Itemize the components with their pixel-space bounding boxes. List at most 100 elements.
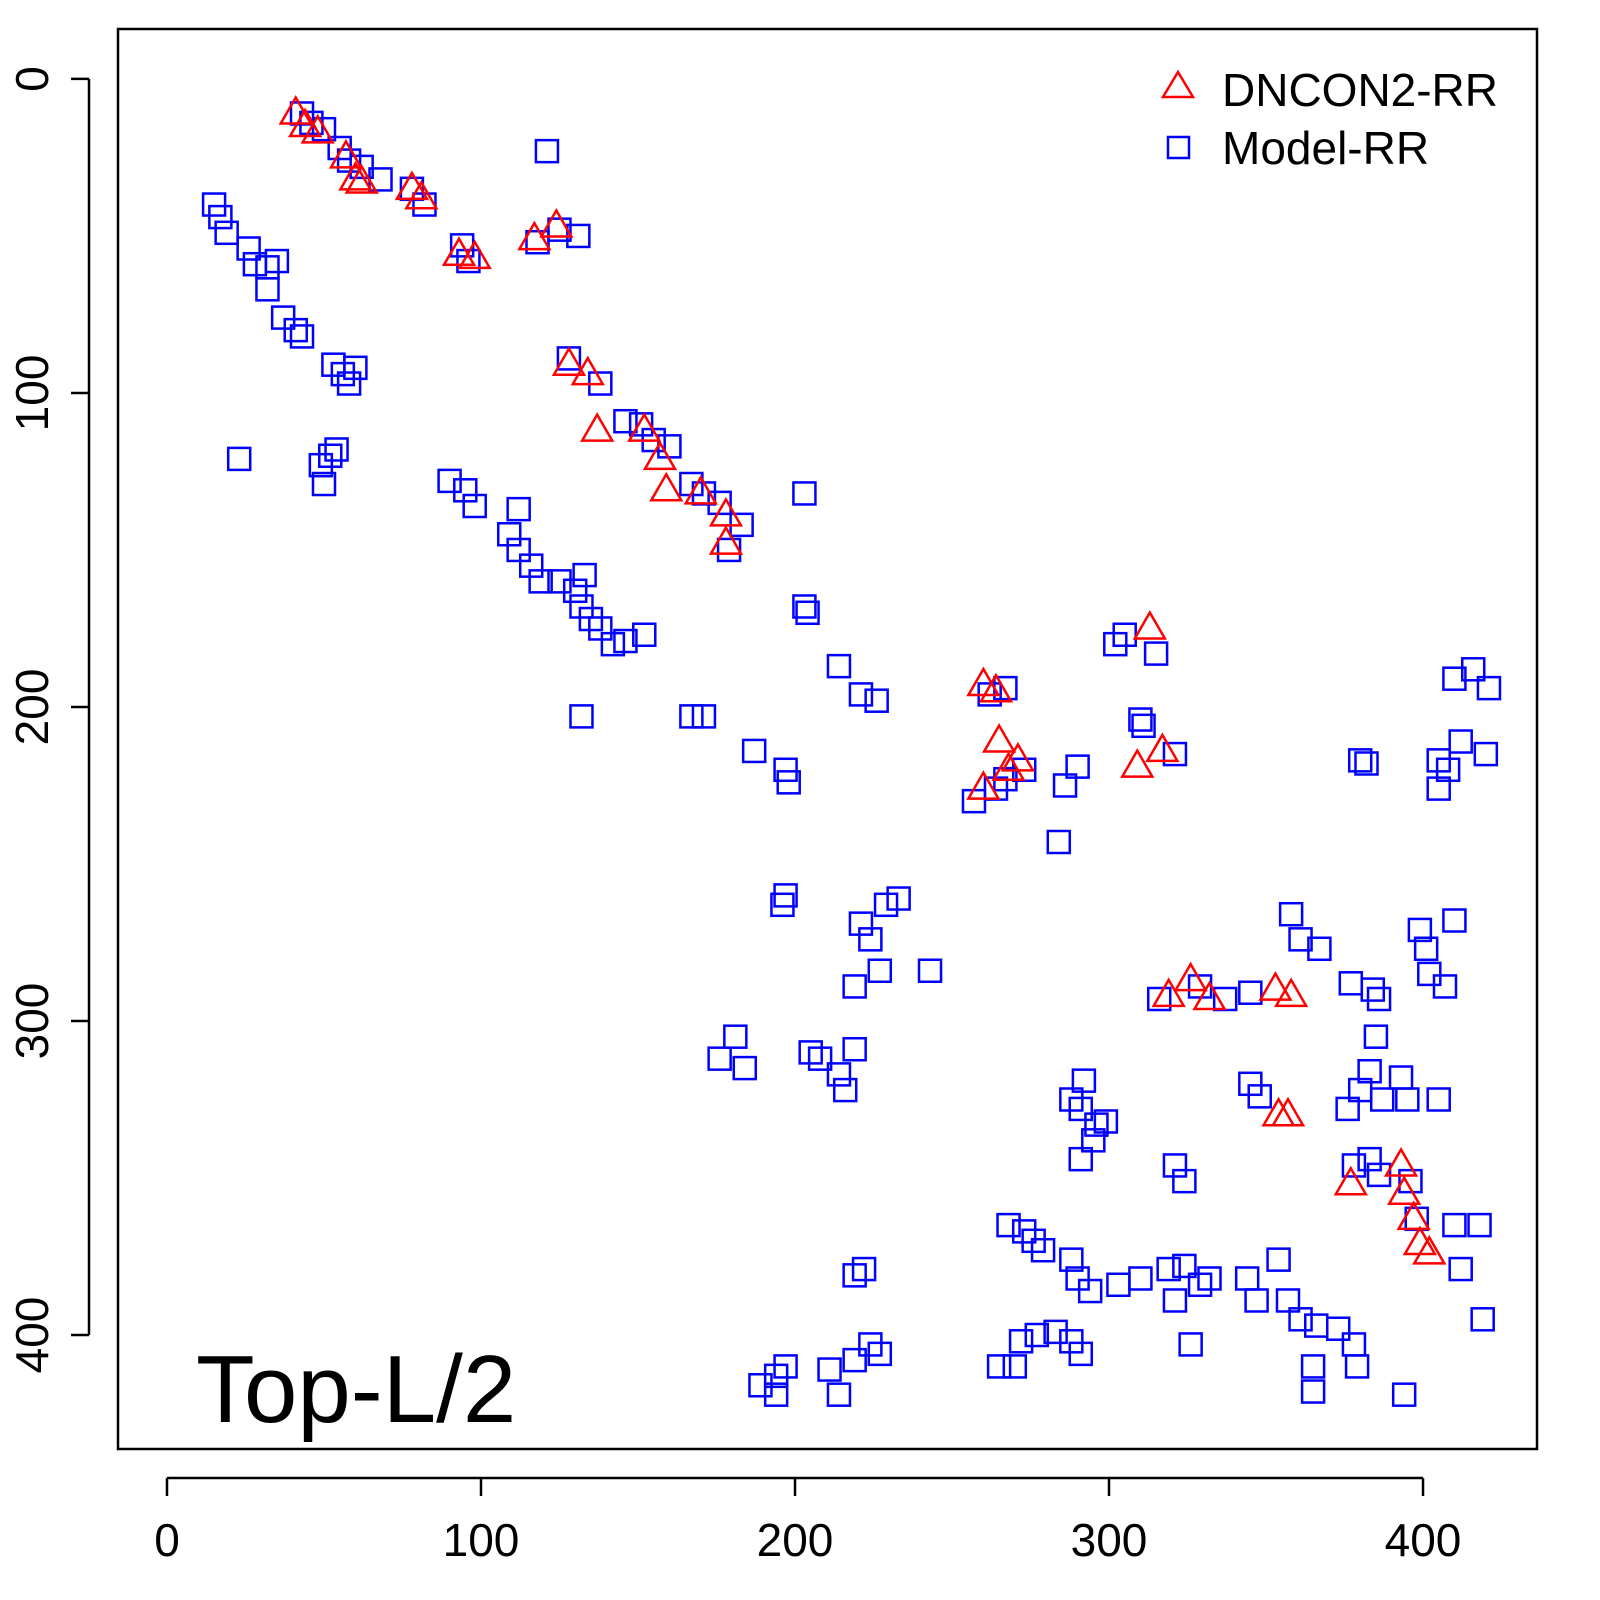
model-rr-point — [1275, 1288, 1301, 1313]
model-rr-point — [1363, 1024, 1389, 1049]
x-tick-label: 300 — [1071, 1514, 1148, 1566]
model-rr-point — [826, 1382, 852, 1407]
model-rr-point — [1084, 1112, 1109, 1137]
model-rr-point — [1143, 641, 1169, 666]
dncon2-rr-point — [1387, 1175, 1422, 1205]
model-rr-point — [336, 148, 362, 173]
model-rr-point — [547, 569, 572, 594]
legend-label-model: Model-RR — [1222, 122, 1429, 174]
model-rr-point — [1065, 1266, 1090, 1291]
model-rr-point — [826, 1062, 852, 1087]
model-rr-point — [741, 738, 767, 764]
model-rr-point — [289, 324, 315, 349]
model-rr-point — [1021, 1228, 1046, 1254]
model-rr-point — [1077, 1278, 1103, 1304]
model-rr-point — [1103, 631, 1128, 657]
model-rr-point — [1059, 1087, 1084, 1112]
model-rr-point — [864, 688, 889, 713]
model-rr-point — [588, 616, 613, 641]
dncon2-rr-point — [642, 440, 678, 471]
model-rr-point — [691, 704, 717, 729]
dncon2-rr-point — [981, 723, 1017, 753]
dncon2-rr-point — [1270, 1096, 1306, 1127]
model-rr-point — [506, 496, 531, 522]
model-rr-point — [456, 248, 481, 274]
model-rr-point — [1325, 1316, 1351, 1341]
model-rr-point — [679, 704, 704, 729]
model-rr-point — [1002, 1354, 1028, 1379]
model-rr-point — [1197, 1266, 1222, 1291]
model-rr-point — [858, 927, 883, 952]
model-rr-point — [462, 493, 487, 519]
y-tick-label: 200 — [6, 669, 58, 746]
model-rr-point — [798, 1040, 823, 1065]
model-rr-point — [1071, 1068, 1097, 1093]
dncon2-rr-point — [570, 355, 605, 386]
model-rr-point — [1288, 1307, 1313, 1332]
model-rr-point — [1081, 1128, 1106, 1153]
model-rr-point — [867, 1341, 893, 1367]
model-rr-point — [1341, 1153, 1367, 1178]
model-rr-point — [226, 446, 252, 472]
x-tick-label: 200 — [757, 1514, 834, 1566]
model-rr-point — [795, 600, 820, 626]
model-rr-point — [1162, 741, 1188, 767]
model-rr-point — [324, 437, 349, 462]
x-tick-label: 0 — [154, 1514, 180, 1566]
plot-frame — [116, 27, 1539, 1451]
model-rr-point — [1354, 751, 1379, 776]
dncon2-rr-point — [1120, 748, 1155, 778]
annotation-top-l2: Top-L/2 — [196, 1336, 516, 1443]
model-rr-point — [437, 468, 462, 494]
model-rr-point — [1046, 829, 1072, 855]
model-rr-point — [497, 522, 522, 547]
model-rr-point — [547, 217, 572, 242]
legend: DNCON2-RR Model-RR — [1160, 64, 1498, 174]
model-rr-point — [1238, 980, 1263, 1005]
y-tick-label: 100 — [6, 355, 58, 432]
model-rr-point — [1461, 657, 1486, 682]
model-rr-point — [1128, 1266, 1153, 1291]
dncon2-rr-point — [278, 94, 313, 125]
model-rr-point — [1448, 1256, 1473, 1282]
model-rr-point — [1278, 901, 1304, 927]
model-rr-point — [1172, 1253, 1197, 1279]
model-rr-point — [1030, 1237, 1056, 1263]
model-rr-point — [773, 757, 798, 783]
dncon2-rr-point — [457, 239, 492, 270]
model-rr-point — [707, 1046, 732, 1071]
model-rr-point — [1024, 1322, 1050, 1348]
model-rr-point — [792, 594, 817, 619]
dncon2-rr-point — [1412, 1234, 1447, 1265]
model-rr-point — [773, 883, 798, 908]
dncon2-rr-point — [551, 346, 587, 376]
model-rr-point — [986, 1354, 1012, 1379]
y-tick-label: 300 — [6, 983, 58, 1060]
model-rr-point — [1395, 1087, 1420, 1112]
model-rr-point — [773, 1354, 798, 1379]
model-rr-point — [770, 892, 795, 918]
model-rr-point — [832, 1077, 858, 1103]
model-rr-point — [318, 443, 343, 469]
model-rr-point — [886, 886, 911, 911]
model-rr-point — [1347, 748, 1373, 773]
model-rr-point — [1162, 1153, 1188, 1178]
model-rr-point — [716, 537, 742, 563]
model-rr-point — [1426, 748, 1451, 773]
model-rr-point — [236, 236, 261, 261]
model-rr-point — [453, 478, 478, 503]
dncon2-rr-point — [991, 751, 1026, 782]
dncon2-rr-point — [1000, 741, 1036, 772]
model-rr-point — [1369, 1087, 1395, 1112]
dncon2-rr-point — [539, 208, 574, 238]
legend-label-dncon2: DNCON2-RR — [1222, 64, 1498, 116]
model-rr-point — [1234, 1266, 1260, 1291]
model-rr-point — [1068, 1341, 1093, 1367]
model-rr-point — [763, 1382, 789, 1407]
dncon2-rr-point — [683, 474, 718, 505]
dncon2-rr-point — [300, 113, 335, 144]
model-rr-point — [578, 606, 604, 632]
dncon2-rr-point — [649, 471, 684, 502]
model-rr-point — [732, 1055, 758, 1081]
model-rr-point — [1344, 1354, 1370, 1379]
